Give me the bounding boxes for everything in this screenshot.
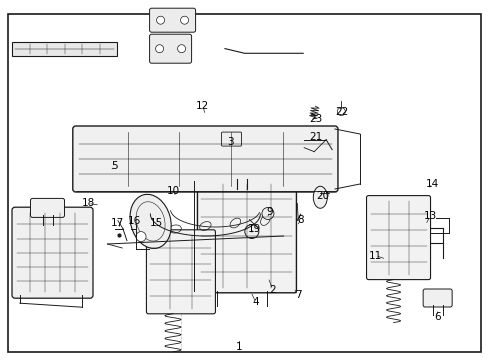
Text: 2: 2 [269,285,276,295]
Text: 20: 20 [316,191,328,201]
Text: 13: 13 [423,211,436,221]
Text: 7: 7 [294,290,301,300]
Circle shape [262,207,273,220]
Text: 23: 23 [308,114,322,124]
Text: 5: 5 [111,161,118,171]
Text: 17: 17 [110,218,124,228]
Text: 6: 6 [433,312,440,322]
Text: 16: 16 [127,216,141,226]
Text: 10: 10 [167,186,180,196]
FancyBboxPatch shape [12,207,93,298]
Circle shape [337,108,345,116]
Circle shape [156,16,164,24]
Text: 12: 12 [196,101,209,111]
Text: 14: 14 [425,179,439,189]
FancyBboxPatch shape [73,126,337,192]
Text: 22: 22 [335,107,348,117]
Text: 4: 4 [252,297,259,307]
Ellipse shape [313,186,326,208]
FancyBboxPatch shape [366,195,429,280]
Ellipse shape [130,194,171,248]
Text: 9: 9 [266,207,273,217]
FancyBboxPatch shape [30,198,64,217]
Circle shape [244,225,258,238]
Text: 15: 15 [149,218,163,228]
Circle shape [136,231,146,242]
Text: 3: 3 [227,137,234,147]
FancyBboxPatch shape [149,8,195,32]
Text: 11: 11 [368,251,382,261]
Circle shape [155,45,163,53]
FancyBboxPatch shape [146,230,215,314]
Circle shape [180,16,188,24]
Bar [12,42,117,56]
FancyBboxPatch shape [219,157,264,181]
FancyBboxPatch shape [149,34,191,63]
FancyBboxPatch shape [422,289,451,307]
FancyBboxPatch shape [221,132,241,146]
Text: 21: 21 [308,132,322,142]
Text: 8: 8 [297,215,304,225]
Text: 1: 1 [236,342,243,352]
Circle shape [177,45,185,53]
Text: 19: 19 [247,224,261,234]
FancyBboxPatch shape [197,179,296,293]
Text: 18: 18 [81,198,95,208]
